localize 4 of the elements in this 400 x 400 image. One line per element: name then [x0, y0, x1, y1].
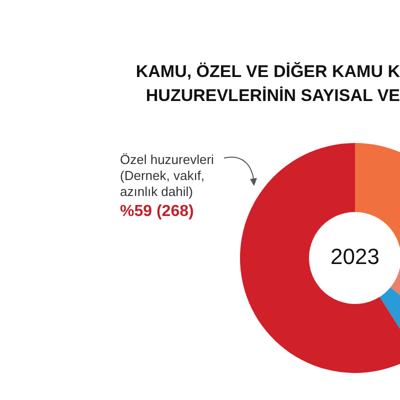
text: 2023: [330, 244, 380, 270]
slice-label: Özel huzurevleri (Dernek, vakıf, azınlık dahil): [120, 152, 215, 200]
data-label: %59 (268): [120, 203, 194, 221]
chart-title: KAMU, ÖZEL VE DİĞER KAMU K HUZUREVLERİNİN SAYISAL VE: [134, 61, 400, 107]
